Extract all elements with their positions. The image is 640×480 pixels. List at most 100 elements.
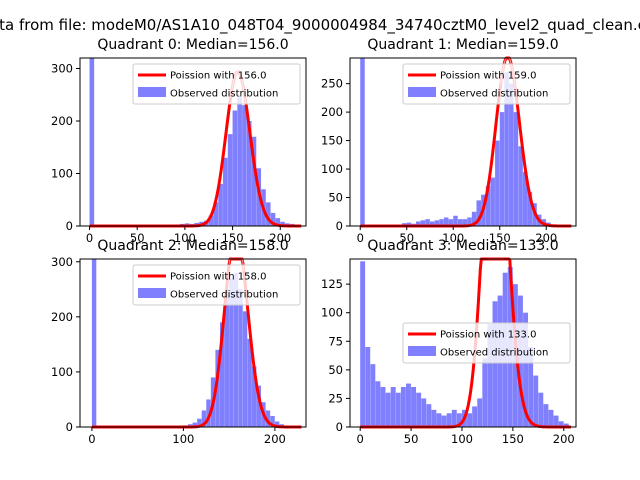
x-tick-label: 200: [535, 231, 557, 245]
histogram-bar: [504, 72, 509, 226]
legend-box: [402, 63, 571, 105]
histogram-bar: [416, 392, 422, 427]
x-tick-label: 50: [130, 231, 145, 245]
y-tick-label: 0: [66, 420, 73, 434]
histogram-bar: [265, 202, 271, 226]
histogram-bar: [247, 338, 252, 427]
subplot-quadrant-1: Quadrant 1: Median=159.0 0 50 100 150 200 0 50…: [321, 37, 577, 245]
subplot-title: Quadrant 2: Median=158.0: [97, 238, 288, 254]
histogram-bar: [467, 413, 473, 427]
histogram-bar: [471, 211, 477, 226]
histogram-bar: [208, 215, 214, 226]
histogram-bar: [89, 58, 95, 226]
plot-area: 0 50 100 150 200 0 25 50 75 100 125 Poission with 1…: [321, 257, 577, 446]
histogram-bar: [232, 110, 238, 226]
histogram-bar: [477, 398, 483, 427]
y-tick-label: 50: [328, 363, 343, 377]
histogram-bar: [390, 387, 396, 427]
subplot-title: Quadrant 0: Median=156.0: [97, 37, 288, 53]
subplot-quadrant-0: Quadrant 0: Median=156.0 0 50 100 150 200 0 10…: [51, 37, 307, 245]
histogram-bar: [426, 404, 432, 427]
histogram-bar: [441, 415, 447, 427]
histogram-bar: [462, 219, 468, 226]
histogram-bar: [246, 121, 252, 226]
x-tick-label: 100: [451, 432, 473, 446]
axes-frame: [349, 57, 577, 227]
y-tick-label: 100: [321, 162, 343, 176]
legend: Poission with 158.0 Observed distribution: [132, 264, 301, 306]
histogram-bar: [513, 112, 519, 226]
legend: Poission with 156.0 Observed distribution: [132, 63, 301, 105]
subplot-quadrant-2: Quadrant 2: Median=158.0 0 100 200 0 100 200 3…: [51, 238, 307, 446]
plot-area: 0 50 100 150 200 0 50 100 150 200 250 Poission with…: [321, 56, 577, 245]
subplot-title: Quadrant 3: Median=133.0: [367, 238, 558, 254]
histogram-bar: [201, 410, 207, 427]
x-tick-label: 0: [357, 432, 364, 446]
histogram-bar: [380, 387, 386, 427]
histogram-bar: [448, 219, 454, 226]
y-tick-label: 100: [51, 365, 73, 379]
histogram-bar: [453, 215, 458, 226]
histogram-bar: [416, 221, 421, 226]
histogram-bar: [436, 413, 442, 427]
legend-poisson-label: Poission with 156.0: [170, 71, 266, 82]
histogram-bar: [237, 97, 242, 226]
plot-area: 0 50 100 150 200 0 100 200 300 Poission with 156.…: [51, 57, 307, 245]
legend-poisson-label: Poission with 158.0: [170, 272, 266, 283]
legend-observed-swatch: [408, 87, 436, 97]
legend-observed-swatch: [138, 288, 166, 298]
histogram-bar: [360, 58, 365, 226]
histogram-bar: [213, 202, 219, 226]
histogram-bar: [242, 105, 247, 226]
histogram-bar: [256, 385, 262, 427]
legend: Poission with 159.0 Observed distribution: [402, 63, 571, 105]
histogram-bar: [499, 112, 505, 226]
y-tick-label: 200: [321, 105, 343, 119]
x-tick-label: 50: [399, 231, 414, 245]
histogram-bar: [223, 157, 228, 226]
histogram-bar: [385, 392, 391, 427]
x-tick-label: 100: [174, 231, 196, 245]
y-tick-label: 0: [336, 420, 343, 434]
histogram-bar: [280, 221, 285, 226]
axes-frame: [79, 57, 307, 227]
histogram-bar: [91, 259, 97, 427]
x-tick-label: 150: [489, 231, 511, 245]
histogram-bar: [563, 423, 569, 427]
histogram-bar: [370, 364, 376, 427]
histogram-bar: [492, 301, 498, 427]
y-tick-label: 125: [321, 277, 343, 291]
histogram-bar: [227, 134, 233, 226]
histogram-bar: [533, 375, 539, 427]
y-tick-label: 0: [336, 219, 343, 233]
histogram-bar: [197, 418, 202, 427]
histogram-bar: [527, 191, 533, 226]
histogram-bar: [467, 217, 472, 226]
legend-poisson-label: Poission with 133.0: [440, 330, 536, 341]
histogram-bar: [538, 392, 544, 427]
histogram-bar: [456, 413, 462, 427]
x-tick-label: 100: [172, 432, 194, 446]
histogram-bar: [270, 212, 276, 226]
legend-box: [132, 63, 301, 105]
histogram-bar: [219, 322, 225, 427]
subplot-quadrant-3: Quadrant 3: Median=133.0 0 50 100 150 200 0 25…: [321, 238, 577, 446]
histogram-bar: [265, 410, 271, 427]
histogram-bar: [451, 409, 457, 427]
histogram-bar: [274, 421, 280, 427]
histogram-bar: [360, 261, 366, 427]
y-tick-label: 150: [321, 134, 343, 148]
histogram-bar: [405, 383, 411, 427]
histogram-bar: [446, 413, 452, 427]
histogram-bar: [411, 387, 417, 427]
legend-observed-label: Observed distribution: [170, 290, 278, 301]
histogram-bar: [482, 358, 488, 427]
plot-area: 0 100 200 0 100 200 300 Poission with 158.0 Obse…: [51, 255, 307, 446]
legend-observed-swatch: [408, 346, 436, 356]
histogram-bar: [495, 140, 500, 226]
histogram-bar: [553, 415, 559, 427]
histogram-bar: [420, 220, 426, 226]
legend: Poission with 133.0 Observed distribution: [402, 322, 571, 364]
y-tick-label: 50: [328, 191, 343, 205]
